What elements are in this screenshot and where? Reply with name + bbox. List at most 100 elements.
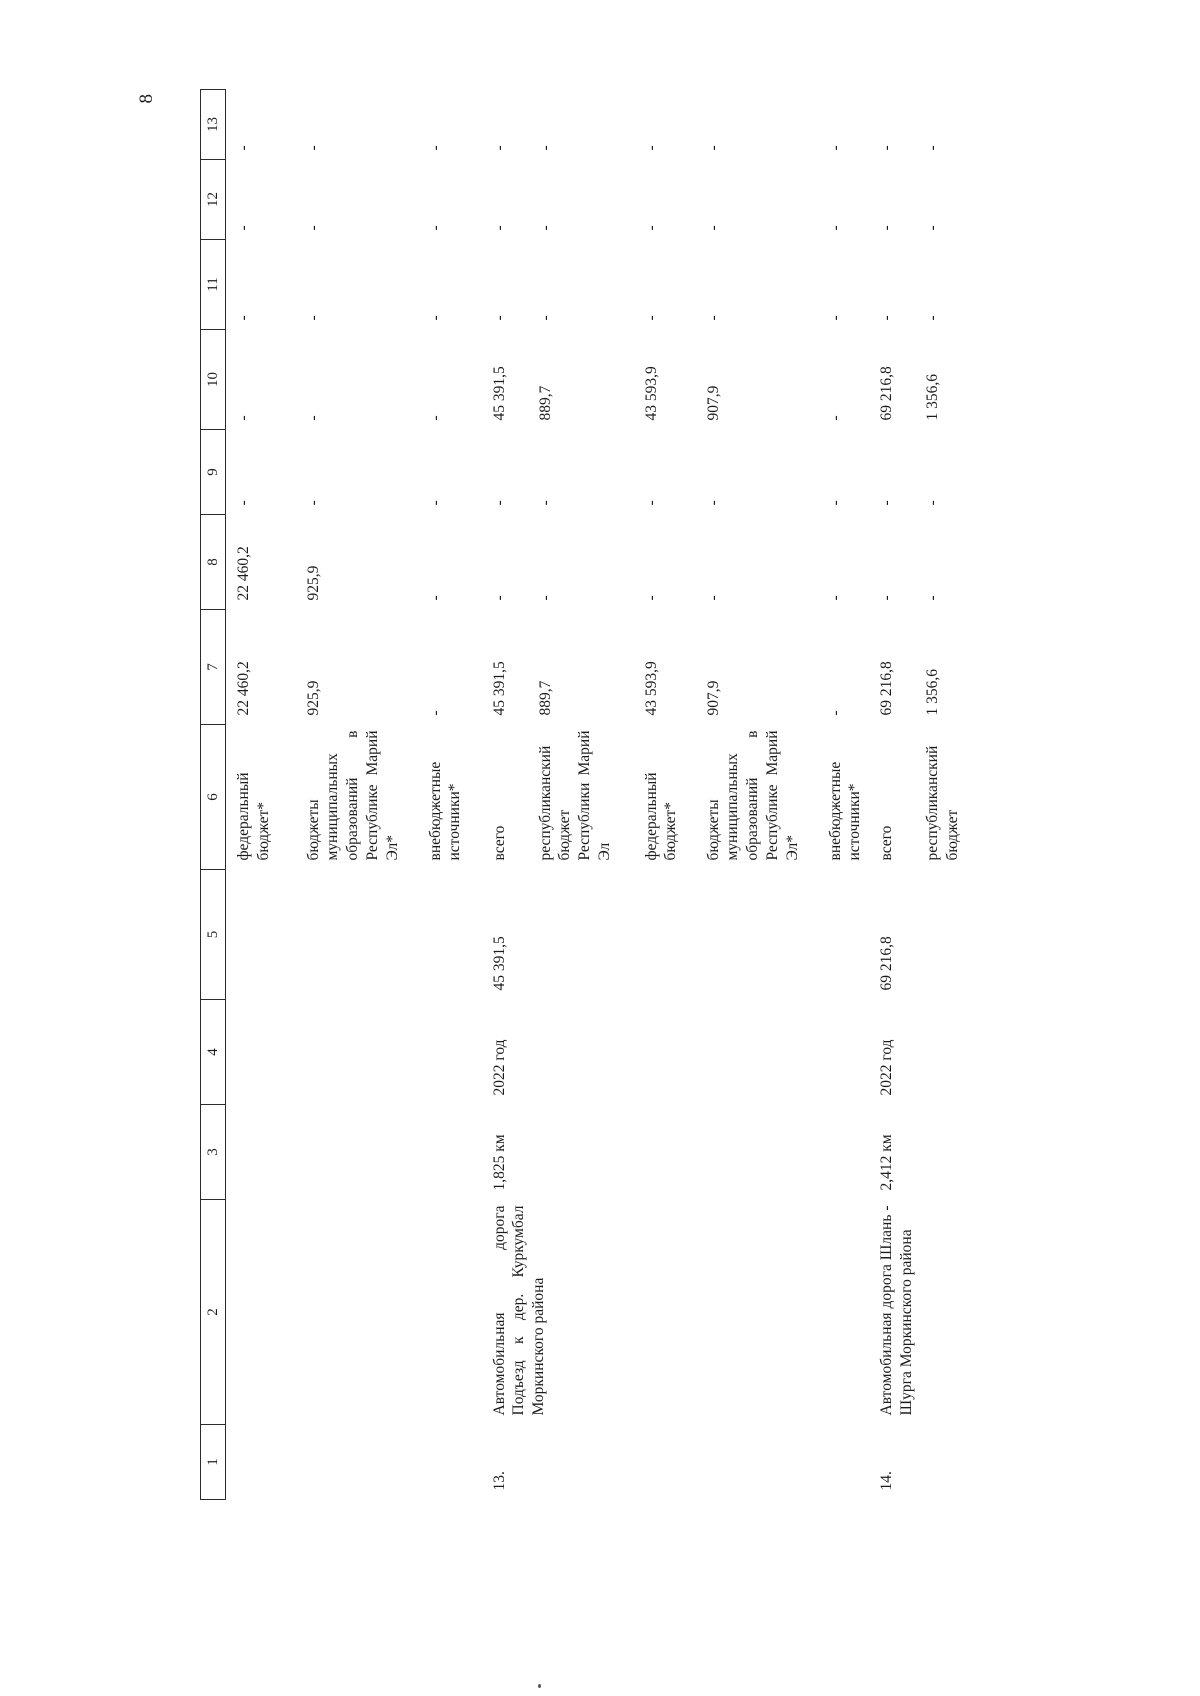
cell-value: -	[878, 315, 896, 321]
cell-value: -	[536, 225, 554, 231]
header-cell: 6	[200, 724, 226, 870]
cell-total: 69 216,8	[878, 936, 896, 991]
scan-artifact	[538, 1684, 541, 1688]
table-header: 1 2 3 4 5 6 7 8 9 10 11 12 13	[200, 89, 226, 1500]
cell-value: -	[426, 145, 444, 151]
cell-value: -	[826, 500, 844, 506]
header-cell: 2	[200, 1199, 226, 1425]
cell-value: -	[536, 500, 554, 506]
cell-value: -	[426, 595, 444, 601]
cell-value: 69 216,8	[878, 366, 896, 421]
cell-value: 1 356,6	[924, 374, 942, 421]
cell-value: -	[704, 225, 722, 231]
header-cell: 9	[200, 429, 226, 515]
cell-value: 22 460,2	[235, 661, 252, 716]
cell-value: -	[235, 500, 252, 506]
cell-length: 2,412 км	[878, 1134, 896, 1191]
cell-value: -	[490, 225, 508, 231]
cell-funding-source: федеральный бюджет*	[235, 772, 272, 861]
cell-funding-source: федеральный бюджет*	[642, 772, 680, 861]
cell-value: -	[304, 145, 322, 151]
cell-value: -	[878, 145, 896, 151]
cell-value: -	[878, 595, 896, 601]
header-cell: 12	[200, 159, 226, 240]
cell-value: 45 391,5	[490, 661, 508, 716]
cell-value: -	[704, 500, 722, 506]
cell-value: -	[536, 595, 554, 601]
header-cell: 10	[200, 329, 226, 430]
header-cell: 5	[200, 869, 226, 1000]
cell-value: -	[304, 225, 322, 231]
page-number: 8	[136, 94, 157, 104]
cell-value: -	[536, 145, 554, 151]
cell-value: -	[642, 595, 660, 601]
cell-value: -	[490, 315, 508, 321]
header-cell: 4	[200, 999, 226, 1105]
cell-value: -	[304, 415, 322, 421]
cell-value: -	[235, 315, 252, 321]
cell-funding-source: республиканский бюджет Республики Марий …	[536, 730, 613, 861]
cell-value: -	[826, 225, 844, 231]
cell-item-number	[226, 1425, 482, 1500]
cell-value: -	[426, 415, 444, 421]
header-cell: 1	[200, 1424, 226, 1500]
cell-value: 45 391,5	[490, 366, 508, 421]
cell-value: 889,7	[536, 385, 554, 421]
cell-value: 43 593,9	[642, 661, 660, 716]
cell-value: 69 216,8	[878, 661, 896, 716]
cell-value: -	[924, 315, 942, 321]
cell-value: -	[642, 315, 660, 321]
cell-value: -	[826, 595, 844, 601]
cell-value: 907,9	[704, 385, 722, 421]
cell-value: -	[826, 710, 844, 716]
cell-funding-source: внебюджетные источники*	[826, 761, 864, 861]
cell-value: -	[924, 145, 942, 151]
cell-value: -	[878, 225, 896, 231]
cell-value: -	[704, 595, 722, 601]
cell-value: -	[826, 415, 844, 421]
header-cell: 11	[200, 239, 226, 330]
cell-item-name	[226, 1200, 482, 1425]
table-row: 14. Автомобильная дорога Шлань - Шурга М…	[869, 90, 915, 1500]
cell-value: -	[426, 710, 444, 716]
cell-funding-source: внебюджетные источники*	[426, 761, 464, 861]
cell-value: 925,9	[304, 565, 322, 601]
cell-value: -	[924, 500, 942, 506]
cell-value: 907,9	[704, 680, 722, 716]
cell-value: -	[304, 500, 322, 506]
cell-value: -	[704, 145, 722, 151]
cell-value: 22 460,2	[235, 546, 252, 601]
header-cell: 13	[200, 89, 226, 160]
cell-value: -	[826, 145, 844, 151]
header-cell: 8	[200, 514, 226, 610]
cell-value: -	[642, 145, 660, 151]
cell-value: -	[536, 315, 554, 321]
cell-value: -	[642, 225, 660, 231]
cell-total: 45 391,5	[490, 936, 508, 991]
cell-year	[226, 1000, 482, 1105]
cell-value: 889,7	[536, 680, 554, 716]
cell-year: 2022 год	[878, 1039, 896, 1096]
cell-funding-source: бюджеты муниципальных образований в Респ…	[704, 730, 801, 861]
cell-value: -	[426, 500, 444, 506]
cell-value: -	[426, 315, 444, 321]
header-cell: 7	[200, 609, 226, 725]
cell-value: 1 356,6	[924, 669, 942, 716]
cell-item-number: 13.	[490, 1471, 508, 1491]
cell-funding-source: всего	[490, 825, 508, 861]
cell-value: -	[304, 315, 322, 321]
header-cell: 3	[200, 1104, 226, 1200]
cell-value: -	[235, 145, 252, 151]
cell-value: -	[826, 315, 844, 321]
budget-table: 1 2 3 4 5 6 7 8 9 10 11 12 13	[200, 89, 1001, 1500]
cell-funding-source: республиканский бюджет	[924, 745, 961, 861]
cell-value: -	[704, 315, 722, 321]
table-row: 13. Автомобильная дорога Подъезд к дер. …	[482, 90, 548, 1500]
table-row: федеральный бюджет* 22 460,2 22 460,2 - …	[226, 90, 296, 1500]
cell-item-name: Автомобильная дорога Подъезд к дер. Курк…	[490, 1205, 548, 1416]
cell-value: -	[490, 500, 508, 506]
cell-length: 1,825 км	[490, 1134, 508, 1191]
cell-value: -	[235, 415, 252, 421]
cell-value: -	[878, 500, 896, 506]
